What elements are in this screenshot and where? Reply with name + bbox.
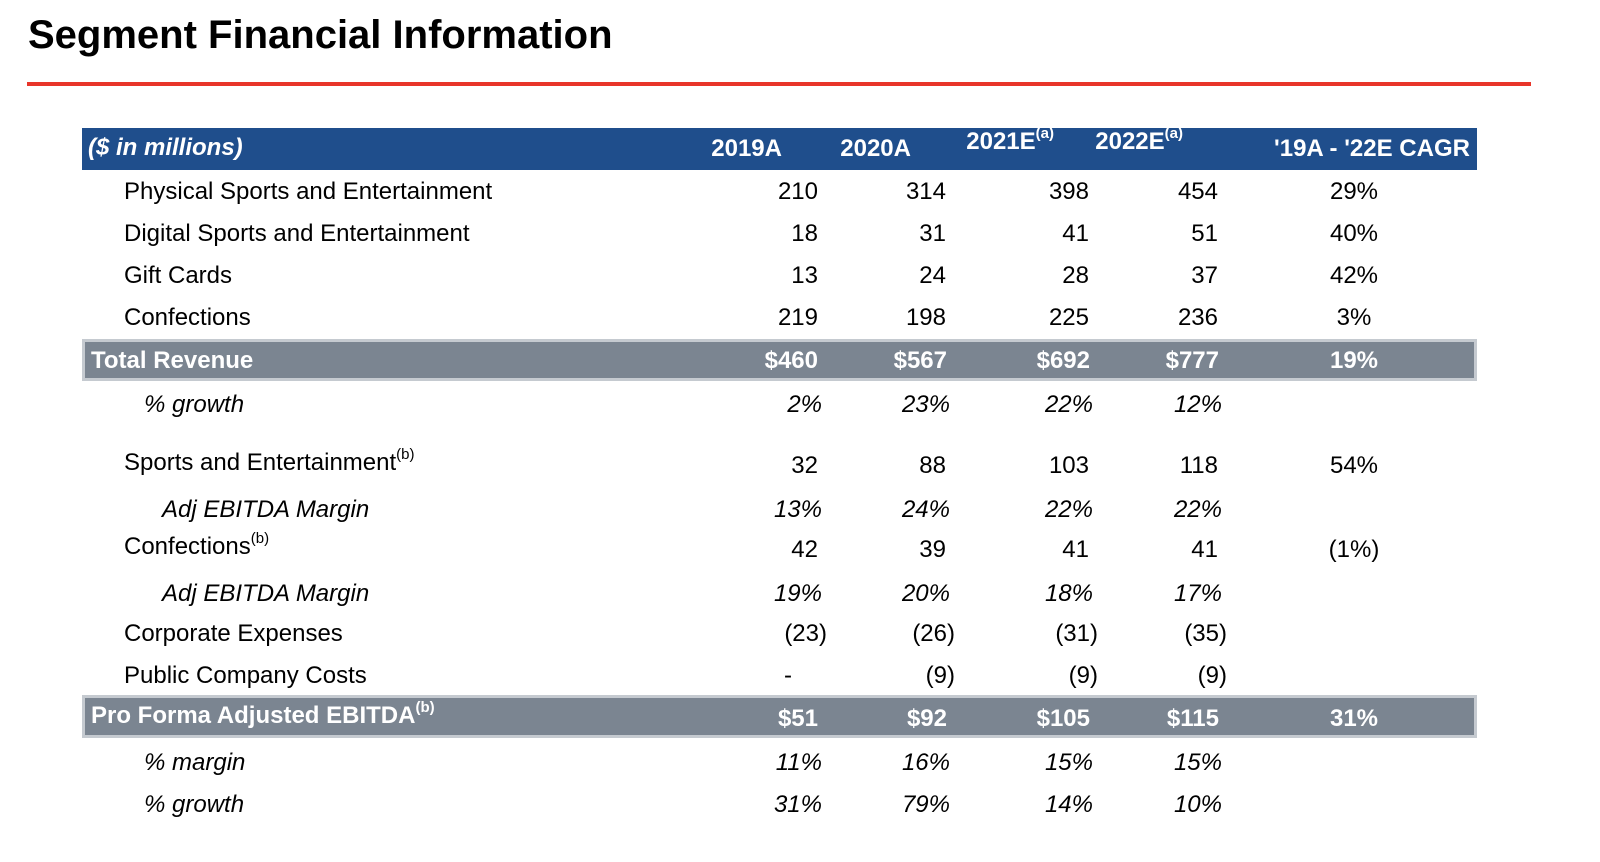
- value-2022e: 12%: [1173, 391, 1222, 418]
- value-2021e: $692: [1036, 347, 1090, 374]
- value-2019a: 2%: [787, 391, 822, 418]
- pro-forma-ebitda-row: Pro Forma Adjusted EBITDA(b) $51 $92 $10…: [82, 695, 1477, 738]
- value-2020a: 16%: [901, 749, 950, 776]
- value-2020a: (26): [912, 620, 955, 647]
- value-2019a: 13%: [773, 496, 822, 523]
- value-cagr: 31%: [1329, 705, 1379, 732]
- value-2021e: 22%: [1044, 391, 1093, 418]
- value-2020a: 24: [919, 262, 946, 289]
- footnote-marker: (b): [396, 446, 415, 463]
- value-2022e: 15%: [1173, 749, 1222, 776]
- value-2021e: $105: [1036, 705, 1090, 732]
- row-label: Adj EBITDA Margin: [162, 496, 370, 523]
- row-label: % growth: [144, 391, 245, 418]
- value-2022e: 10%: [1173, 791, 1222, 818]
- value-2021e: 15%: [1044, 749, 1093, 776]
- value-2022e: $777: [1165, 347, 1219, 374]
- row-label: Physical Sports and Entertainment: [124, 178, 493, 205]
- value-2021e: 398: [1048, 178, 1089, 205]
- value-2019a: 42: [791, 536, 818, 563]
- value-2020a: 24%: [901, 496, 950, 523]
- value-cagr: 42%: [1329, 262, 1379, 289]
- footnote-marker: (b): [250, 530, 270, 547]
- value-2022e: (9): [1197, 662, 1227, 689]
- value-2019a: $460: [764, 347, 818, 374]
- header-2021e: 2021E(a): [966, 125, 1054, 155]
- value-2022e: 236: [1177, 304, 1218, 331]
- value-2020a: 198: [905, 304, 946, 331]
- value-2021e: 225: [1048, 304, 1089, 331]
- page-title: Segment Financial Information: [28, 13, 613, 57]
- value-2019a: 32: [791, 452, 818, 479]
- value-2020a: 314: [905, 178, 946, 205]
- value-2020a: 23%: [901, 391, 950, 418]
- value-2021e: 103: [1048, 452, 1089, 479]
- row-label: Pro Forma Adjusted EBITDA(b): [91, 699, 435, 729]
- value-2019a: 11%: [775, 749, 822, 776]
- value-2022e: 118: [1179, 452, 1218, 479]
- header-2020a: 2020A: [840, 135, 911, 162]
- value-2022e: 454: [1177, 178, 1218, 205]
- row-label: Corporate Expenses: [124, 620, 343, 647]
- header-2022e: 2022E(a): [1095, 125, 1183, 155]
- value-cagr: (1%): [1328, 536, 1380, 563]
- footnote-marker: (a): [1035, 125, 1054, 142]
- value-2021e: (9): [1068, 662, 1098, 689]
- value-2020a: 39: [919, 536, 946, 563]
- value-cagr: 40%: [1329, 220, 1379, 247]
- value-cagr: 29%: [1329, 178, 1379, 205]
- title-divider: [27, 82, 1531, 86]
- total-revenue-row: Total Revenue $460 $567 $692 $777 19%: [82, 339, 1477, 381]
- value-2021e: 18%: [1044, 580, 1093, 607]
- value-2022e: 41: [1191, 536, 1218, 563]
- header-cagr: '19A - '22E CAGR: [1274, 135, 1470, 162]
- row-label: Gift Cards: [124, 262, 233, 289]
- value-2021e: 14%: [1044, 791, 1093, 818]
- value-2020a: $92: [906, 705, 947, 732]
- value-cagr: 19%: [1329, 347, 1379, 374]
- row-label: Confections(b): [124, 530, 270, 560]
- value-2022e: 51: [1191, 220, 1218, 247]
- value-2019a: 210: [777, 178, 818, 205]
- row-label: Confections: [124, 304, 251, 331]
- value-cagr: 54%: [1329, 452, 1379, 479]
- value-2020a: 20%: [901, 580, 950, 607]
- value-2021e: 28: [1062, 262, 1089, 289]
- value-2019a: 13: [791, 262, 818, 289]
- value-2019a: 219: [777, 304, 818, 331]
- value-2021e: 22%: [1044, 496, 1093, 523]
- value-2019a: -: [784, 662, 792, 689]
- value-2019a: 18: [791, 220, 818, 247]
- header-2019a: 2019A: [711, 135, 782, 162]
- row-label: Adj EBITDA Margin: [162, 580, 370, 607]
- value-2021e: 41: [1062, 536, 1089, 563]
- value-2022e: 22%: [1173, 496, 1222, 523]
- value-2020a: 31: [919, 220, 946, 247]
- footnote-marker: (b): [415, 699, 435, 716]
- value-2020a: 88: [919, 452, 946, 479]
- value-2019a: 31%: [773, 791, 822, 818]
- value-2022e: (35): [1184, 620, 1227, 647]
- value-2020a: $567: [893, 347, 947, 374]
- value-2019a: (23): [784, 620, 827, 647]
- value-2021e: 41: [1062, 220, 1089, 247]
- row-label: Sports and Entertainment(b): [124, 446, 415, 476]
- value-2020a: 79%: [901, 791, 950, 818]
- value-2020a: (9): [925, 662, 955, 689]
- row-label: Total Revenue: [91, 347, 254, 374]
- row-label: Digital Sports and Entertainment: [124, 220, 470, 247]
- units-label: ($ in millions): [88, 134, 243, 161]
- footnote-marker: (a): [1164, 125, 1183, 142]
- value-2021e: (31): [1055, 620, 1098, 647]
- table-header-row: ($ in millions) 2019A 2020A 2021E(a) 202…: [82, 126, 1477, 170]
- value-2019a: $51: [777, 705, 818, 732]
- value-2022e: $115: [1166, 705, 1219, 732]
- row-label: % growth: [144, 791, 245, 818]
- value-2019a: 19%: [773, 580, 822, 607]
- value-2022e: 37: [1191, 262, 1218, 289]
- row-label: Public Company Costs: [124, 662, 367, 689]
- row-label: % margin: [144, 749, 246, 776]
- value-cagr: 3%: [1336, 304, 1372, 331]
- value-2022e: 17%: [1173, 580, 1222, 607]
